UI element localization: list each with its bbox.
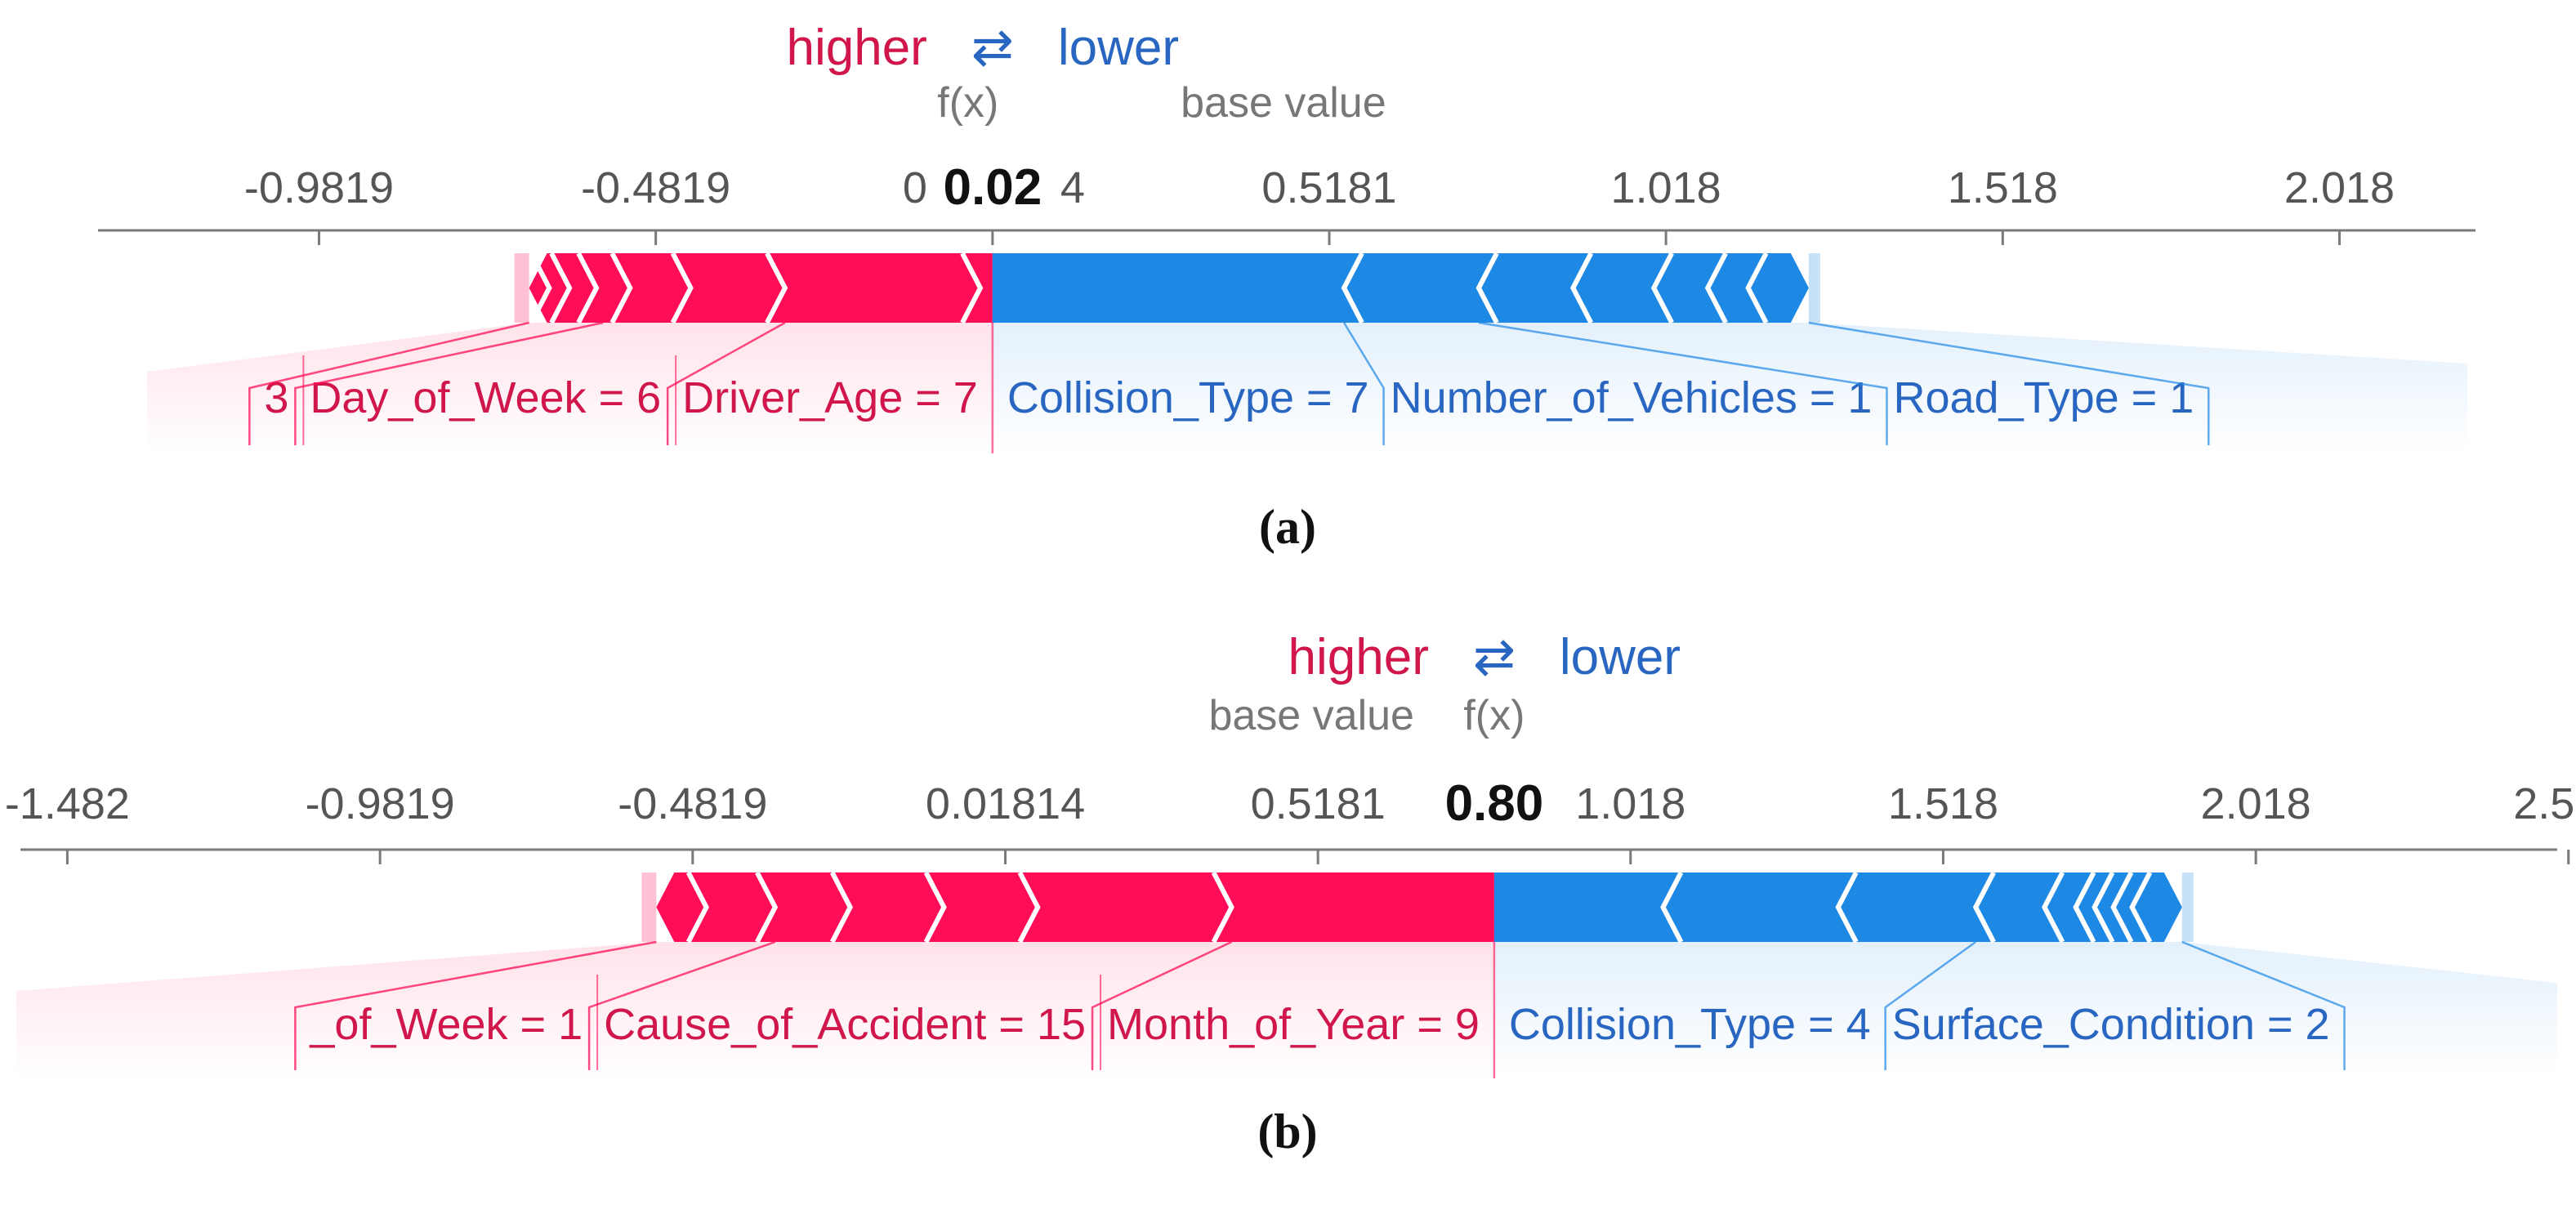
feature-connector <box>248 321 529 445</box>
x-tick-label: -1.482 <box>5 779 130 828</box>
fx-label: f(x) <box>937 79 998 127</box>
x-tick-label: 0 <box>903 163 927 212</box>
positive-chevron <box>609 252 633 324</box>
feature-label-negative: Road_Type = 1 <box>1893 373 2194 422</box>
negative-chevron <box>2129 871 2153 944</box>
positive-bar <box>656 873 1494 942</box>
negative-bar-fade <box>2181 873 2194 942</box>
feature-label-negative: Collision_Type = 4 <box>1509 1000 1871 1049</box>
negative-chevron <box>2042 871 2065 944</box>
x-tick-label: 0.5181 <box>1251 779 1386 828</box>
feature-label-negative: Collision_Type = 7 <box>1007 373 1369 422</box>
x-tick-label: 2.018 <box>2284 163 2395 212</box>
x-tick-label: 1.018 <box>1611 163 1721 212</box>
panel-caption: (b) <box>1257 1105 1317 1158</box>
x-tick-label: 1.518 <box>1948 163 2058 212</box>
negative-chevron <box>1650 252 1674 324</box>
negative-bar <box>992 253 1809 323</box>
x-tick-label: 1.518 <box>1888 779 1998 828</box>
negative-chevron <box>1569 252 1594 324</box>
feature-connector <box>666 321 786 445</box>
legend-arrow-icon: ⇄ <box>971 20 1014 76</box>
positive-chevron <box>549 252 573 324</box>
positive-bar-fade <box>641 873 657 942</box>
positive-bar <box>529 253 993 323</box>
legend-lower: lower <box>1058 20 1179 76</box>
legend-higher: higher <box>1288 629 1429 685</box>
base-value-label: base value <box>1208 692 1414 739</box>
positive-label-region <box>16 942 1494 1078</box>
feature-connector <box>587 940 776 1070</box>
feature-connector <box>2181 940 2346 1070</box>
legend-arrow-icon: ⇄ <box>1473 629 1516 685</box>
negative-chevron <box>1704 252 1728 324</box>
fx-value-bg <box>1432 779 1556 830</box>
negative-chevron <box>2092 871 2115 944</box>
x-tick-label: 0.5181 <box>1261 163 1396 212</box>
negative-label-region <box>1493 942 2557 1078</box>
legend: higher ⇄ lower <box>1288 629 1681 685</box>
legend-higher: higher <box>786 20 926 76</box>
legend-lower: lower <box>1560 629 1681 685</box>
positive-chevron <box>1017 871 1041 944</box>
feature-label-positive: _of_Week = 1 <box>309 1000 583 1049</box>
x-tick-label: -0.9819 <box>306 779 455 828</box>
positive-chevron <box>576 252 600 324</box>
panel-caption: (a) <box>1259 500 1316 554</box>
positive-chevron <box>829 871 853 944</box>
positive-label-region <box>147 323 993 453</box>
x-tick-label: 4 <box>1060 163 1085 212</box>
feature-label-negative: Surface_Condition = 2 <box>1892 1000 2330 1049</box>
panel-b: higher ⇄ lower base value f(x) -1.482 -0.9819 -… <box>5 629 2576 1158</box>
feature-label-negative: Number_of_Vehicles = 1 <box>1391 373 1873 422</box>
feature-label-positive: Driver_Age = 7 <box>682 373 978 422</box>
negative-chevron <box>2073 871 2096 944</box>
positive-chevron <box>685 871 709 944</box>
feature-connector <box>1343 322 1385 445</box>
x-tick-label: 1.018 <box>1575 779 1685 828</box>
negative-chevron <box>1476 252 1499 324</box>
x-tick-label: -0.4819 <box>581 163 730 212</box>
feature-connector <box>1091 940 1233 1070</box>
fx-label: f(x) <box>1463 692 1525 739</box>
legend: higher ⇄ lower <box>786 20 1179 76</box>
positive-bar-fade <box>514 253 529 323</box>
positive-chevron <box>960 252 984 324</box>
x-tick-label: -0.4819 <box>618 779 767 828</box>
feature-label-positive: Month_of_Year = 9 <box>1107 1000 1480 1049</box>
feature-connector <box>1808 321 2210 445</box>
feature-connector <box>294 321 604 445</box>
fx-value: 0.02 <box>944 159 1042 216</box>
negative-label-region <box>992 323 2467 453</box>
x-tick-label: 2.018 <box>2201 779 2311 828</box>
negative-chevron <box>2110 871 2134 944</box>
positive-chevron <box>923 871 947 944</box>
negative-chevron <box>1341 252 1364 324</box>
negative-chevron <box>1972 871 1996 944</box>
positive-chevron <box>765 252 788 324</box>
x-tick-label: 0.01814 <box>926 779 1085 828</box>
feature-connector <box>294 940 657 1070</box>
feature-connector <box>1478 321 1888 445</box>
positive-chevron <box>529 252 552 324</box>
feature-label-positive: Day_of_Week = 6 <box>310 373 661 422</box>
base-value-label: base value <box>1181 79 1386 127</box>
negative-chevron <box>1835 871 1859 944</box>
fx-value: 0.80 <box>1445 775 1544 832</box>
negative-bar-fade <box>1808 253 1820 323</box>
fx-value-bg <box>931 163 1054 214</box>
positive-chevron <box>1211 871 1234 944</box>
x-tick-label: -0.9819 <box>244 163 394 212</box>
positive-chevron <box>670 252 694 324</box>
x-tick-label: 2.518 <box>2513 779 2576 828</box>
positive-chevron <box>755 871 779 944</box>
feature-label-positive: Cause_of_Accident = 15 <box>604 1000 1086 1049</box>
negative-chevron <box>1660 871 1684 944</box>
negative-chevron <box>1745 252 1769 324</box>
feature-connector <box>1884 940 1976 1070</box>
